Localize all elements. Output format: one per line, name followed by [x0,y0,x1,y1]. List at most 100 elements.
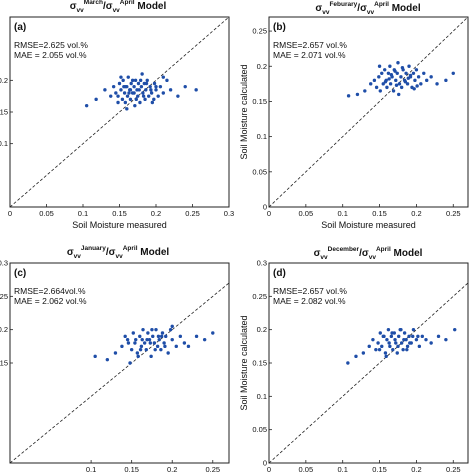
x-tick-label: 0.2 [151,209,161,218]
data-point [397,82,402,86]
data-point [148,84,152,89]
data-point [394,83,399,87]
data-point [407,64,411,68]
data-point [145,78,149,83]
data-point [119,88,123,92]
y-tick-label: 0.2 [257,325,267,334]
data-point [163,344,167,349]
data-point [419,82,423,86]
data-point [405,347,409,352]
data-point [182,341,187,345]
data-point [141,91,145,95]
y-tick-label: 0.2 [0,325,8,334]
data-point [130,78,135,83]
data-point [416,75,421,79]
y-tick-label: 0.05 [252,425,267,434]
data-point [424,337,428,342]
data-point [386,327,391,332]
data-point [380,71,384,75]
data-point [377,347,382,352]
data-point [154,88,158,92]
panel-label: (d) [273,268,286,279]
data-point [153,347,157,352]
data-point [422,71,426,75]
data-point [403,80,408,84]
data-point [119,75,123,79]
panel-a: σvvMarch/σvvApril Model (a) RMSE=2.625 vol… [0,0,234,230]
data-point [160,331,165,335]
data-point [411,71,416,75]
data-point [385,337,389,342]
data-point [411,327,416,332]
data-point [138,334,142,339]
data-point [170,337,174,342]
data-point [374,85,379,90]
data-point [194,88,198,92]
x-tick-label: 0.25 [446,209,461,218]
data-point [116,94,120,98]
data-point [133,103,137,108]
data-point [132,91,136,95]
data-point [128,88,133,92]
data-point [383,80,388,84]
data-point [400,65,405,70]
panel-d: σvvDecember/σvvApril Model (d) RMSE=2.657 … [239,246,469,474]
mae-text: MAE = 2.055 vol.% [14,50,87,60]
data-point [168,88,173,92]
data-point [395,71,399,75]
data-point [149,91,154,95]
data-point [125,94,130,98]
data-point [142,341,147,345]
reference-line-1to1 [9,282,230,464]
x-tick-label: 0.15 [112,209,127,218]
x-tick-label: 0.1 [337,209,347,218]
data-point [147,337,152,342]
data-point [390,331,394,335]
panel-title: σvvDecember/σvvApril Model [314,246,423,261]
data-point [420,334,425,339]
data-point [138,100,142,105]
data-point [378,331,382,335]
data-point [186,344,191,349]
data-point [404,71,408,75]
data-point [399,85,404,90]
data-point [393,69,397,73]
data-point [138,347,143,352]
data-point [399,341,404,345]
data-point [164,334,168,339]
data-point [126,75,130,79]
data-point [144,347,148,352]
data-point [141,327,145,332]
data-point [436,334,441,339]
data-point [396,61,400,65]
x-axis-label: Soil Moisture measured [321,220,416,230]
data-point [126,341,131,345]
data-point [401,347,405,352]
data-point [141,94,146,98]
data-point [394,341,398,345]
y-tick-label: 0.15 [252,97,267,106]
data-point [135,351,140,355]
data-point [386,71,391,75]
data-point [413,78,417,83]
mae-text: MAE = 2.082 vol.% [273,296,346,306]
data-point [451,71,455,75]
y-tick-label: 0.25 [252,292,267,301]
panel-label: (b) [273,22,286,33]
data-point [94,97,98,102]
data-point [120,344,124,349]
rmse-text: RMSE=2.657 vol.% [273,286,347,296]
data-point [387,77,391,81]
data-point [408,73,413,78]
data-point [371,337,375,342]
panel-title: σvvMarch/σvvApril Model [70,0,167,14]
panel-title: σvvJanuary/σvvApril Model [67,245,170,260]
data-point [377,75,381,79]
data-point [149,354,153,359]
data-point [429,75,433,79]
data-point [388,344,392,349]
data-point [165,78,169,83]
data-point [412,87,416,91]
data-point [145,337,149,342]
